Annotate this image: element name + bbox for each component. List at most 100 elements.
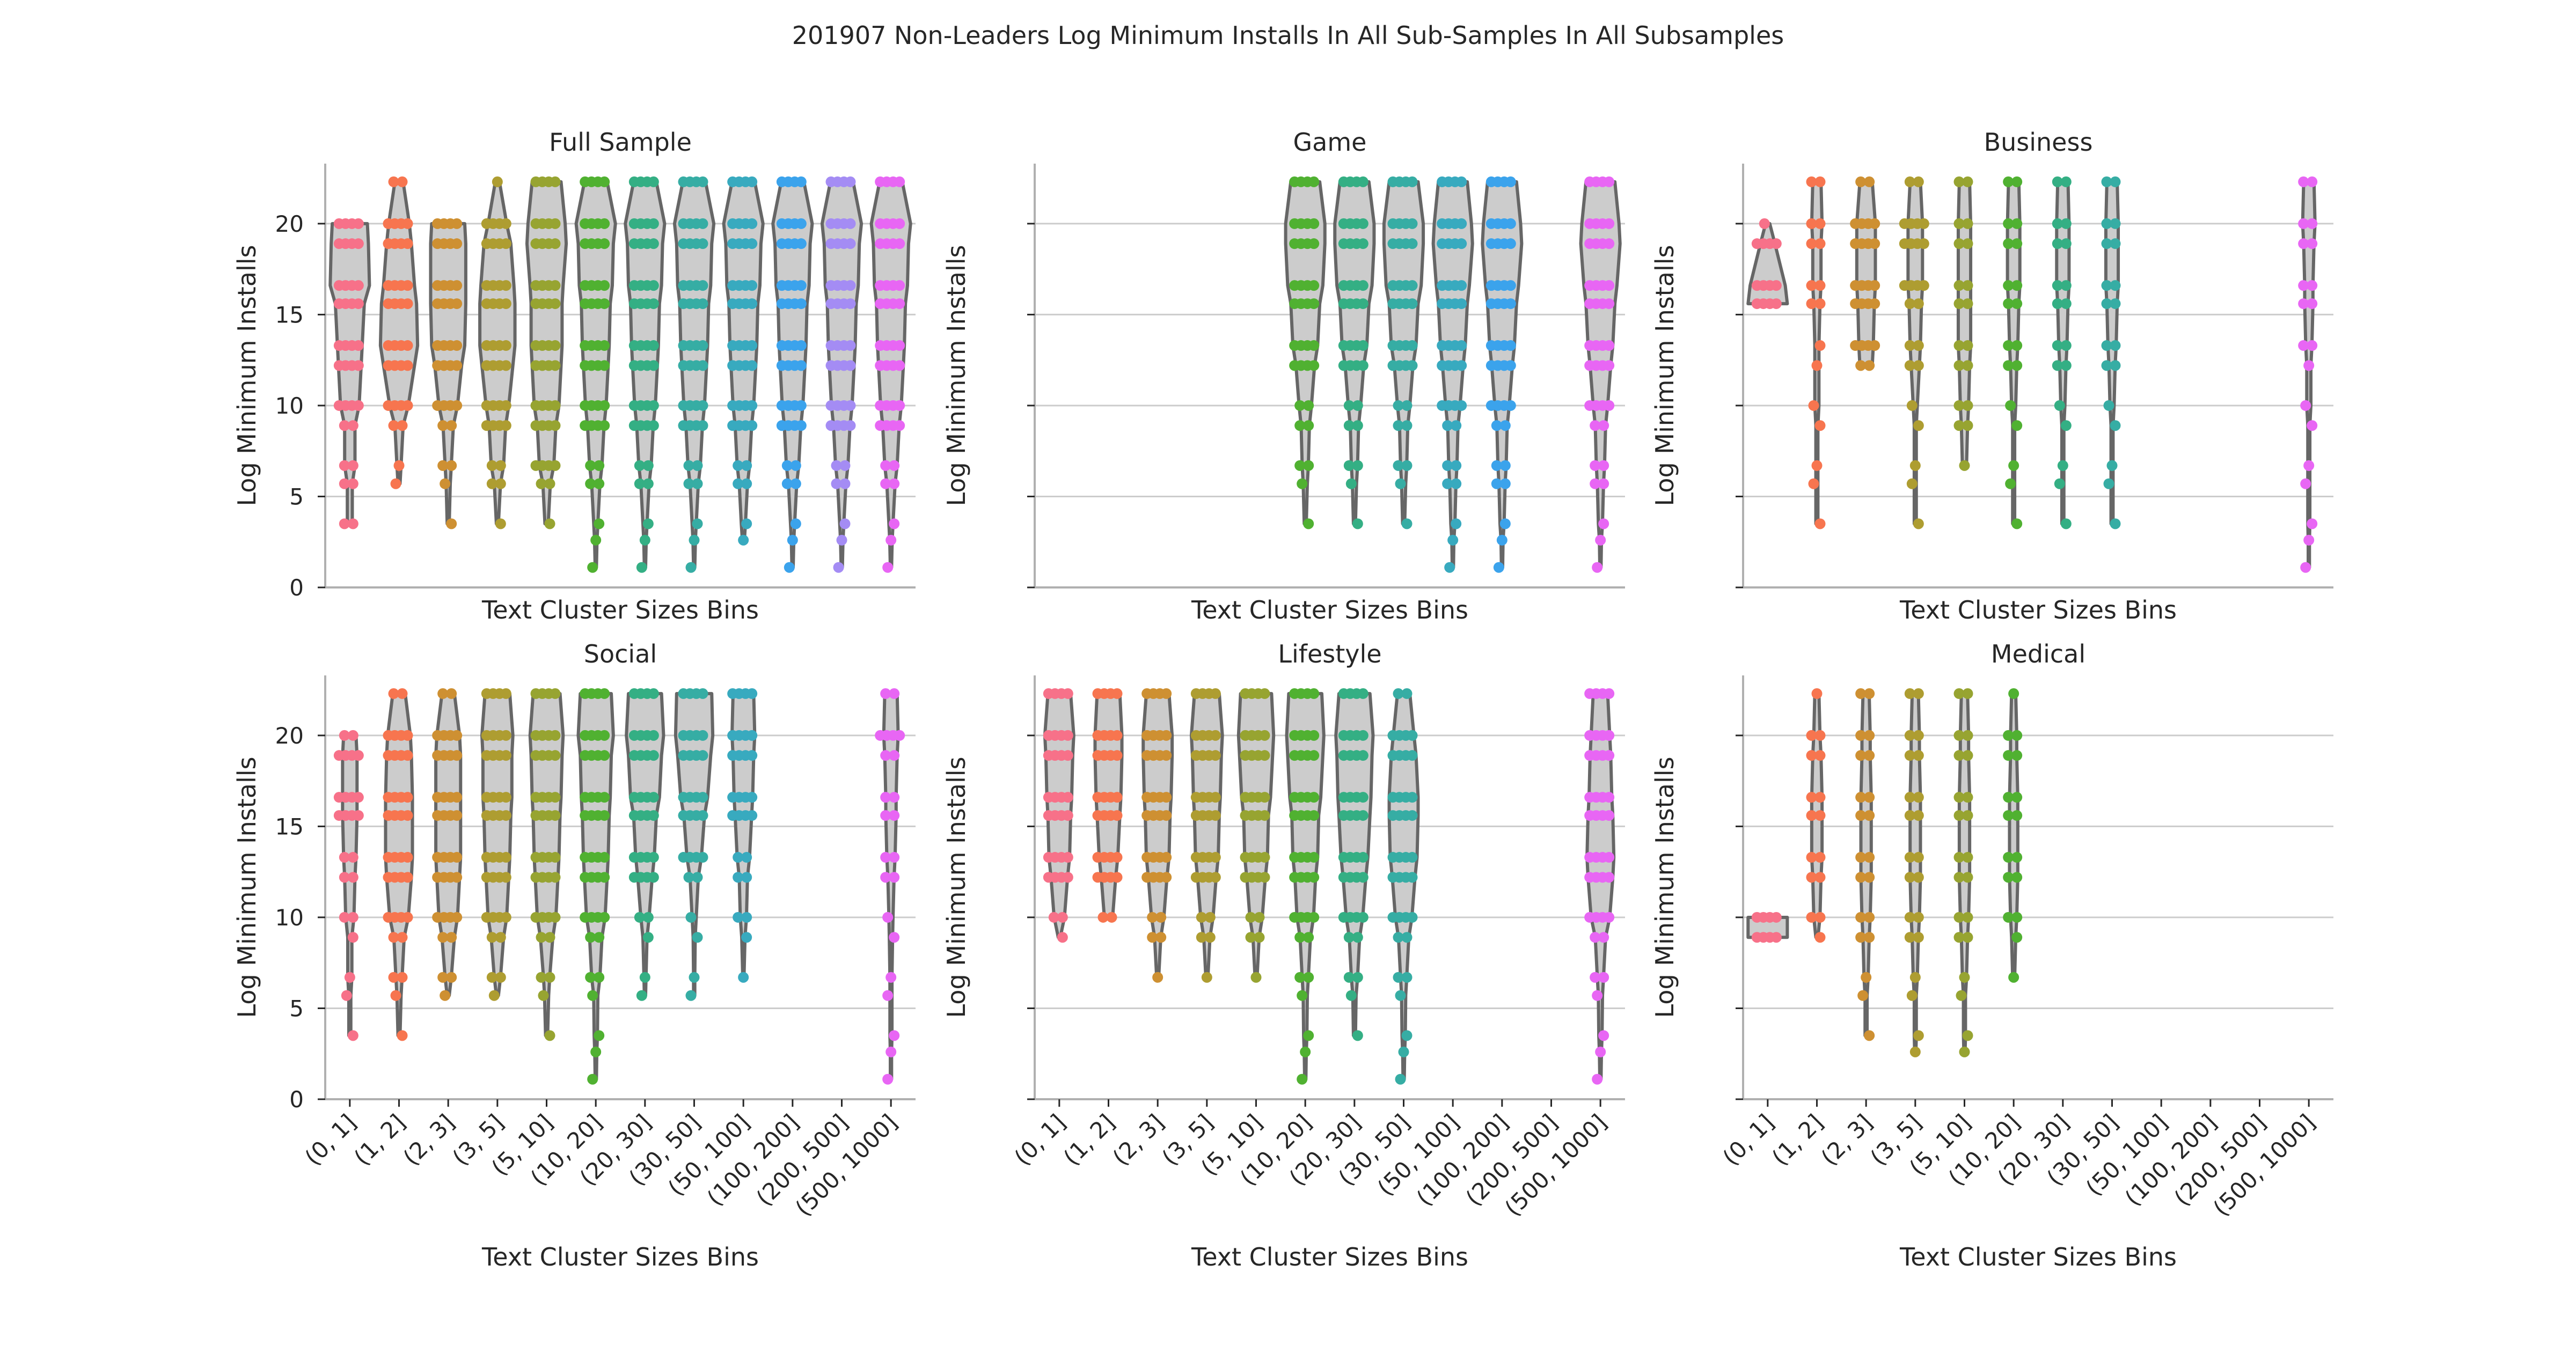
strip-point (697, 280, 708, 291)
strip-point (1864, 176, 1875, 187)
strip-point (1147, 911, 1158, 923)
strip-point (2110, 280, 2121, 291)
strip-point (2300, 562, 2311, 573)
x-axis-label: Text Cluster Sizes Bins (1191, 595, 1468, 624)
y-axis-label: Log Minimum Installs (942, 756, 971, 1018)
strip-point (1962, 911, 1973, 923)
strip-point (1294, 972, 1306, 983)
strip-point (2060, 218, 2072, 229)
strip-point (488, 990, 500, 1001)
strip-point (599, 420, 610, 431)
strip-point (1401, 688, 1413, 699)
strip-point (347, 518, 358, 529)
violin (2055, 180, 2071, 526)
strip-point (1456, 218, 1467, 229)
strip-point (685, 562, 697, 573)
strip-point (1855, 688, 1867, 699)
strip-point (1906, 478, 1918, 489)
strip-point (1855, 872, 1867, 883)
strip-point (339, 478, 350, 489)
strip-point (451, 810, 463, 821)
strip-point (1814, 176, 1826, 187)
strip-point (2008, 460, 2019, 471)
strip-point (1604, 730, 1615, 741)
strip-point (550, 298, 561, 310)
strip-point (1259, 792, 1270, 803)
strip-point (353, 298, 364, 310)
violin (1746, 222, 1789, 306)
strip-point (451, 360, 463, 371)
strip-point (1393, 688, 1404, 699)
strip-point (1111, 810, 1123, 821)
strip-point (1855, 932, 1867, 943)
strip-point (2003, 852, 2014, 863)
strip-point (747, 238, 758, 249)
strip-point (738, 534, 749, 546)
strip-point (2103, 400, 2114, 411)
strip-point (1451, 420, 1462, 431)
strip-point (790, 518, 801, 529)
strip-point (689, 534, 700, 546)
strip-point (1303, 420, 1314, 431)
strip-point (2303, 360, 2315, 371)
strip-point (1505, 400, 1516, 411)
strip-point (1352, 1030, 1363, 1041)
strip-point (1770, 280, 1782, 291)
strip-point (544, 972, 555, 983)
strip-point (642, 478, 654, 489)
strip-point (2011, 730, 2023, 741)
strip-point (2011, 218, 2023, 229)
strip-point (1604, 852, 1615, 863)
strip-point (2052, 340, 2063, 351)
y-tick-label: 10 (275, 904, 304, 931)
strip-point (1906, 990, 1918, 1001)
strip-point (1814, 518, 1826, 529)
strip-point (1357, 280, 1368, 291)
strip-point (795, 280, 807, 291)
strip-point (747, 730, 758, 741)
strip-point (1451, 460, 1462, 471)
strip-point (585, 932, 596, 943)
strip-point (1398, 1046, 1409, 1057)
strip-point (388, 932, 399, 943)
violin (328, 222, 371, 526)
strip-point (599, 360, 610, 371)
strip-point (1297, 990, 1308, 1001)
strip-point (1505, 360, 1516, 371)
strip-point (880, 478, 891, 489)
strip-point (402, 730, 413, 741)
strip-point (1906, 400, 1918, 411)
strip-point (1904, 750, 1915, 761)
strip-point (2060, 280, 2072, 291)
strip-point (1294, 460, 1306, 471)
strip-point (402, 280, 413, 291)
strip-point (451, 792, 463, 803)
strip-point (1210, 852, 1221, 863)
strip-point (741, 932, 752, 943)
x-tick-label: (1, 2] (1058, 1109, 1119, 1170)
strip-point (1407, 911, 1418, 923)
strip-point (1811, 460, 1823, 471)
x-tick-label: (0, 1] (299, 1109, 361, 1170)
strip-point (795, 298, 807, 310)
strip-point (1913, 792, 1924, 803)
strip-point (486, 478, 497, 489)
strip-point (1598, 518, 1609, 529)
strip-point (353, 340, 364, 351)
strip-point (402, 792, 413, 803)
strip-point (492, 176, 503, 187)
strip-point (1343, 460, 1355, 471)
strip-point (1962, 360, 1973, 371)
strip-point (1962, 420, 1973, 431)
strip-point (894, 420, 905, 431)
strip-point (1201, 972, 1212, 983)
strip-point (1598, 460, 1609, 471)
x-axis-label: Text Cluster Sizes Bins (1899, 1242, 2177, 1271)
strip-point (397, 932, 408, 943)
strip-point (550, 792, 561, 803)
x-tick-label: (1, 2] (349, 1109, 410, 1170)
strip-point (1097, 911, 1109, 923)
strip-point (1909, 1046, 1921, 1057)
violin (1284, 180, 1327, 526)
strip-point (500, 810, 511, 821)
